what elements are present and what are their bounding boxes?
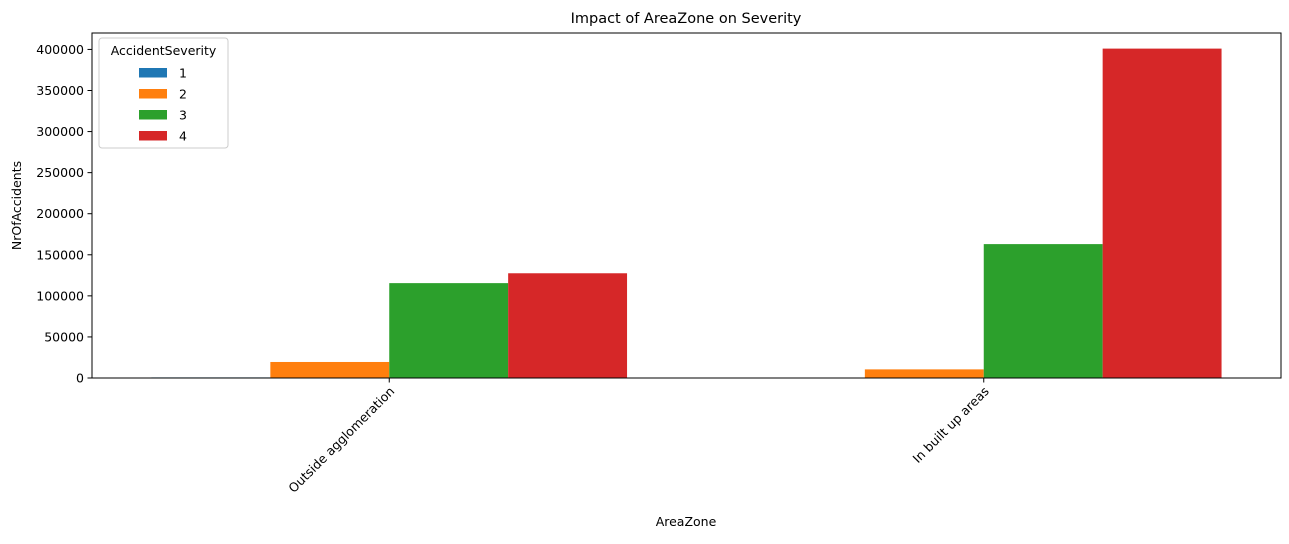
- legend-title: AccidentSeverity: [111, 43, 217, 58]
- y-axis-label: NrOfAccidents: [9, 161, 24, 250]
- legend-label-4: 4: [179, 129, 187, 144]
- y-tick-label: 0: [76, 371, 84, 386]
- y-tick-label: 100000: [36, 288, 84, 303]
- legend-swatch-1: [139, 68, 167, 78]
- legend-swatch-4: [139, 131, 167, 141]
- bars-layer: [151, 49, 1221, 378]
- chart-title: Impact of AreaZone on Severity: [571, 11, 802, 27]
- bar-outside-agglomeration-severity-2: [270, 362, 389, 378]
- bar-in-built-up-areas-severity-2: [865, 369, 984, 378]
- y-tick-label: 350000: [36, 83, 84, 98]
- x-tick-label: In built up areas: [910, 384, 992, 466]
- x-axis-label: AreaZone: [656, 514, 717, 529]
- y-tick-label: 50000: [44, 329, 84, 344]
- legend-label-2: 2: [179, 87, 187, 102]
- y-axis: 0 50000 100000 150000 200000 250000 300000 3500…: [36, 42, 92, 386]
- bar-in-built-up-areas-severity-4: [1103, 49, 1222, 378]
- x-tick-label: Outside agglomeration: [285, 384, 397, 496]
- bar-in-built-up-areas-severity-3: [984, 244, 1103, 378]
- y-tick-label: 150000: [36, 247, 84, 262]
- y-tick-label: 200000: [36, 206, 84, 221]
- legend-swatch-2: [139, 89, 167, 99]
- legend-label-3: 3: [179, 108, 187, 123]
- legend: AccidentSeverity 1 2 3 4: [99, 38, 228, 148]
- x-axis: Outside agglomeration In built up areas: [285, 378, 992, 496]
- bar-outside-agglomeration-severity-3: [389, 283, 508, 378]
- legend-swatch-3: [139, 110, 167, 120]
- legend-label-1: 1: [179, 66, 187, 81]
- y-tick-label: 400000: [36, 42, 84, 57]
- y-tick-label: 300000: [36, 124, 84, 139]
- y-tick-label: 250000: [36, 165, 84, 180]
- bar-outside-agglomeration-severity-4: [508, 273, 627, 378]
